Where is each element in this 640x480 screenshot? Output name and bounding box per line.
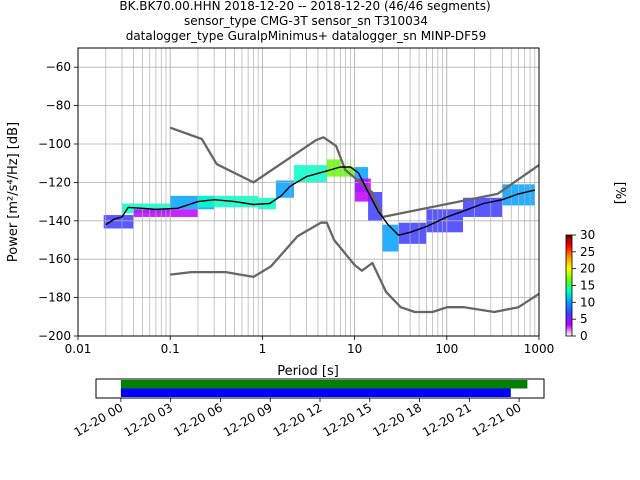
colorbar-tick-label: 25	[580, 245, 595, 259]
low-noise-model-line	[170, 221, 540, 314]
timeline-tick-label: 12-21 00	[470, 400, 524, 439]
density-cell	[275, 180, 294, 198]
x-tick-label: 0.1	[161, 342, 180, 356]
x-tick-label: 1000	[524, 342, 555, 356]
timeline-tick-label: 12-20 15	[321, 400, 375, 439]
density-cell	[197, 184, 263, 194]
y-tick-label: −100	[38, 137, 71, 151]
colorbar-gradient	[565, 234, 573, 337]
density-cell	[354, 178, 371, 202]
y-tick-label: −120	[38, 175, 71, 189]
colorbar-tick-label: 15	[580, 279, 595, 293]
density-cell	[103, 215, 134, 229]
timeline-tick-label: 12-20 06	[171, 400, 225, 439]
title-line-1: BK.BK70.00.HHN 2018-12-20 -- 2018-12-20 …	[119, 0, 490, 13]
x-axis-label: Period [s]	[277, 364, 339, 379]
density-cell	[426, 163, 475, 192]
title-line-3: datalogger_type GuralpMinimus+ datalogge…	[126, 29, 487, 43]
mode-curve-line	[105, 166, 535, 236]
y-axis-label: Power [m²/s⁴/Hz] [dB]	[6, 122, 21, 262]
y-tick-label: −60	[46, 60, 71, 74]
y-tick-label: −180	[38, 291, 71, 305]
density-cell	[463, 197, 503, 217]
title-line-2: sensor_type CMG-3T sensor_sn T310034	[184, 14, 428, 28]
timeline-tick-label: 12-20 21	[420, 400, 474, 439]
colorbar-label: [%]	[612, 182, 627, 205]
x-tick-label: 0.01	[65, 342, 92, 356]
colorbar-tick-label: 0	[580, 329, 588, 343]
colorbar-ticks: 0 5 10 15 20 25 30	[572, 228, 595, 343]
density-cell	[382, 224, 399, 252]
density-cell	[340, 136, 383, 168]
y-axis-ticks: −60 −80 −100 −120 −140 −160 −180 −200	[38, 60, 78, 343]
colorbar-tick-label: 20	[580, 262, 595, 276]
timeline-tick-label: 12-20 12	[271, 400, 325, 439]
ppsd-plot-area: 0.01 0.1 1 10 100 1000 −60 −80 −100 −120 −140 −160…	[6, 47, 555, 379]
plot-frame	[77, 47, 540, 337]
timeline-tick-label: 12-20 09	[221, 400, 275, 439]
colorbar-tick-label: 10	[580, 295, 595, 309]
curves	[105, 126, 540, 314]
timeline-tick-label: 12-20 00	[72, 400, 126, 439]
y-tick-label: −80	[46, 99, 71, 113]
coverage-bars	[120, 380, 528, 397]
density-cell	[382, 136, 427, 169]
x-tick-label: 10	[347, 342, 362, 356]
x-tick-label: 1	[259, 342, 267, 356]
timeline-tick-label: 12-20 03	[121, 400, 175, 439]
colorbar-tick-label: 5	[580, 312, 588, 326]
coverage-bar	[120, 388, 511, 397]
high-noise-model-line	[169, 126, 540, 219]
x-tick-label: 100	[435, 342, 458, 356]
y-tick-label: −160	[38, 252, 71, 266]
x-axis-ticks: 0.01 0.1 1 10 100 1000	[65, 336, 555, 356]
colorbar-tick-label: 30	[580, 228, 595, 242]
density-cell	[293, 165, 327, 183]
y-tick-label: −140	[38, 214, 71, 228]
coverage-bar	[120, 380, 528, 389]
colorbar: 0 5 10 15 20 25 30 [%]	[565, 182, 627, 343]
density-cell	[398, 222, 427, 244]
timeline-tick-label: 12-20 18	[370, 400, 424, 439]
y-tick-label: −200	[38, 329, 71, 343]
